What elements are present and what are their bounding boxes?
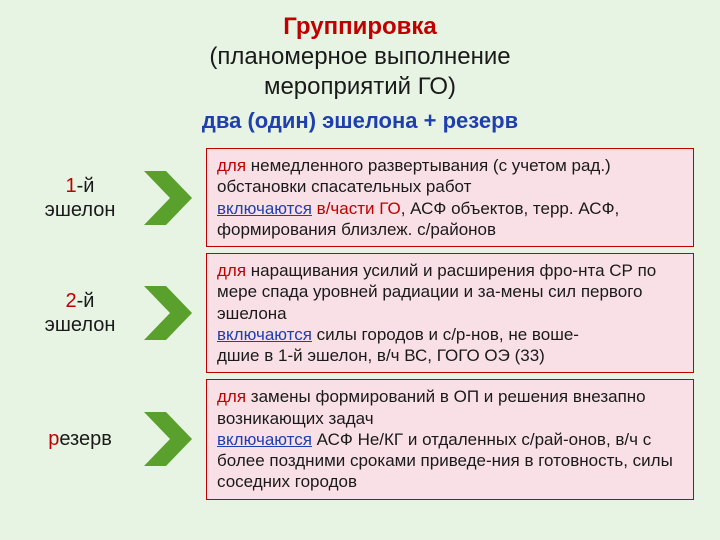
box-3: для замены формирований в ОП и решения в… [206, 379, 694, 499]
box-3-incl: включаются [217, 430, 312, 449]
box-3-text1: замены формирований в ОП и решения внеза… [217, 387, 646, 427]
row-label-2-accent: 2 [66, 290, 77, 312]
box-2-text3: дшие в 1-й эшелон, в/ч ВС, ГОГО ОЭ (33) [217, 346, 545, 365]
title-line-2: (планомерное выполнение [26, 42, 694, 72]
row-reserve: резерв для замены формирований в ОП и ре… [26, 379, 694, 499]
chevron-icon [138, 278, 198, 348]
row-echelon-1: 1-й эшелон для немедленного развертывани… [26, 148, 694, 247]
title-block: Группировка (планомерное выполнение меро… [26, 12, 694, 102]
row-label-1-accent: 1 [66, 175, 77, 197]
slide: Группировка (планомерное выполнение меро… [0, 0, 720, 540]
box-2-text1: наращивания усилий и расширения фро-нта … [217, 261, 656, 323]
box-1-text1: немедленного развертывания (с учетом рад… [217, 156, 611, 196]
row-label-2-rest: -й эшелон [45, 290, 116, 336]
box-1-for: для [217, 156, 246, 175]
box-2: для наращивания усилий и расширения фро-… [206, 253, 694, 373]
row-label-2: 2-й эшелон [26, 289, 134, 337]
box-2-text2: силы городов и с/р-нов, не воше- [312, 325, 579, 344]
row-label-3: резерв [26, 427, 134, 451]
row-echelon-2: 2-й эшелон для наращивания усилий и расш… [26, 253, 694, 373]
title-line-3: мероприятий ГО) [26, 72, 694, 102]
box-1-incl: включаются [217, 199, 312, 218]
row-label-3-rest: езерв [59, 428, 112, 450]
row-label-1: 1-й эшелон [26, 174, 134, 222]
row-label-3-accent: р [48, 428, 59, 450]
subtitle: два (один) эшелона + резерв [26, 108, 694, 134]
chevron-icon [138, 404, 198, 474]
chevron-icon [138, 163, 198, 233]
box-1-red2: в/части ГО [312, 199, 401, 218]
box-3-for: для [217, 387, 246, 406]
row-label-1-rest: -й эшелон [45, 175, 116, 221]
box-2-for: для [217, 261, 246, 280]
box-1: для немедленного развертывания (с учетом… [206, 148, 694, 247]
title-line-1: Группировка [26, 12, 694, 42]
box-2-incl: включаются [217, 325, 312, 344]
